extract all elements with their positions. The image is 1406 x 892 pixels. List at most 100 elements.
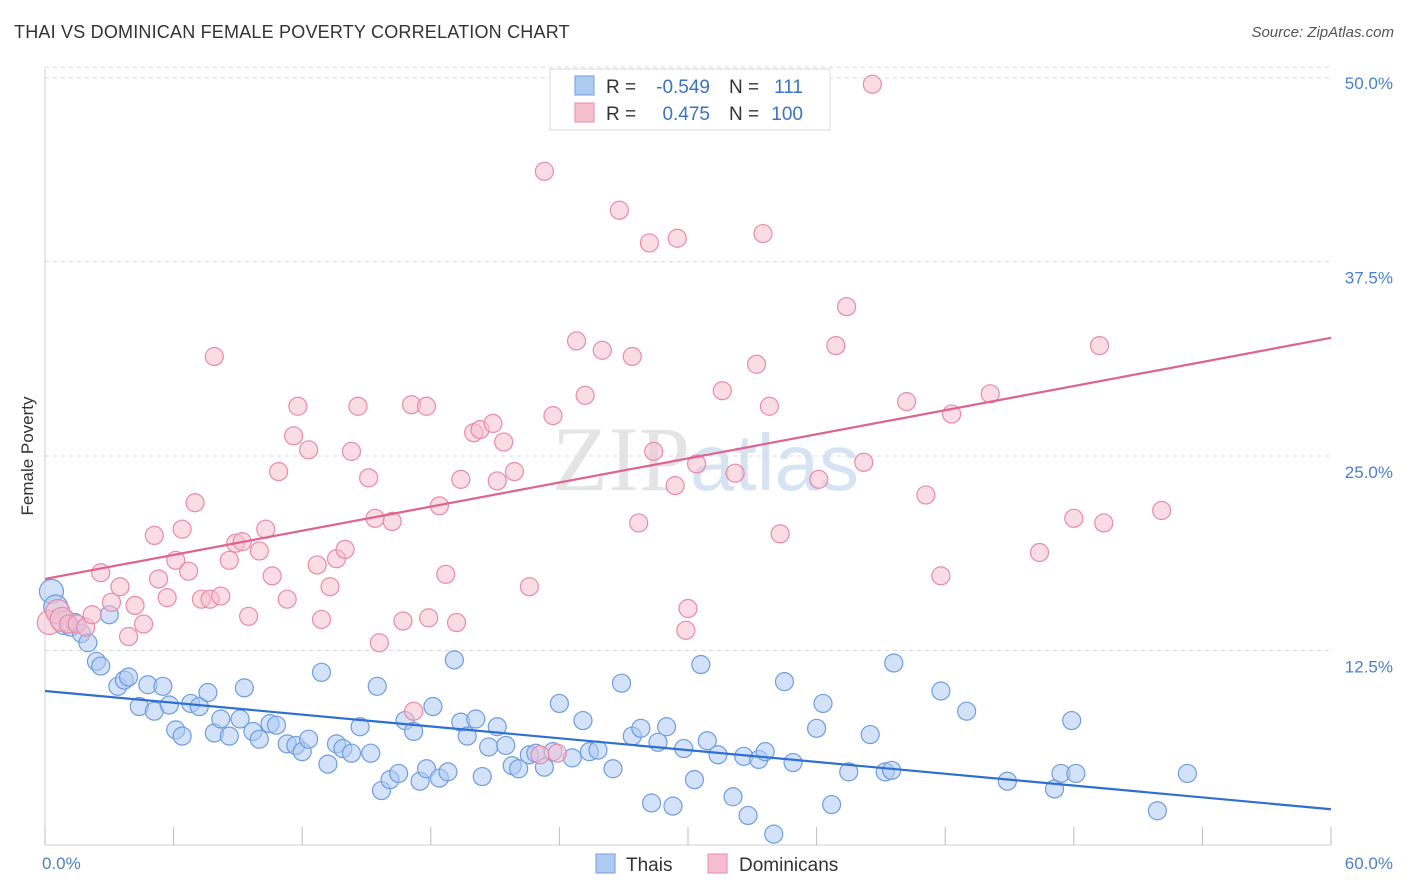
y-tick-label: 37.5% [1345,269,1393,288]
dominicans-point [419,608,439,628]
dominicans-point [269,462,289,482]
dominicans-point [404,701,424,721]
dominicans-point [897,392,917,412]
thais-point [573,710,593,731]
dominicans-point [110,577,130,597]
thais-point [603,759,623,779]
dominicans-point [854,452,874,472]
dominicans-point [483,413,503,433]
thais-point [1066,763,1086,784]
dominicans-point [837,297,857,317]
thais-point [738,805,758,826]
thais-point [931,681,951,701]
dominicans-point [753,223,773,244]
dominicans-point [148,569,169,589]
thais-point [684,770,705,790]
dominicans-point [311,609,332,630]
thais-point [764,824,784,844]
watermark-atlas: atlas [690,418,859,507]
dominicans-point [416,396,437,416]
legend-n-value-thais: 111 [774,77,803,98]
dominicans-point [341,441,362,461]
dominicans-point [725,463,745,483]
thais-point [509,759,529,779]
thais-point [389,763,409,784]
dominicans-point [239,606,259,626]
dominicans-point [1152,500,1172,521]
dominicans-point [219,550,239,570]
dominicans-point [746,354,767,374]
thais-point [839,762,859,782]
dominicans-point [1029,542,1050,563]
dominicans-point [686,454,707,474]
dominicans-point [676,620,696,640]
thais-point [774,672,795,692]
dominicans-point [712,381,732,401]
dominicans-point [369,633,389,653]
dominicans-point [487,471,507,491]
thais-point [663,796,683,816]
dominicans-point [592,340,612,360]
thais-point [404,721,424,742]
dominicans-point [826,335,846,356]
dominicans-point [543,406,563,426]
thais-point [860,724,880,745]
thais-point [813,693,833,714]
thais-point [656,717,677,737]
dominicans-point [82,605,102,625]
dominicans-point [1094,513,1114,533]
dominicans-point [639,233,660,253]
dominicans-point [566,331,587,351]
dominicans-point [665,476,685,496]
series-thais-points [38,578,1197,844]
legend-r-label-thais: R = [606,77,636,98]
dominicans-point [1064,508,1084,528]
thais-point [884,653,904,673]
thais-point [472,766,492,787]
thais-point [691,654,711,675]
dominicans-point [667,228,687,248]
bottom-legend-swatch-dominicans [707,853,728,874]
thais-point [159,695,179,715]
thais-point [172,726,192,746]
dominicans-point [759,396,780,416]
thais-point [234,678,254,698]
y-tick-label: 50.0% [1345,74,1393,93]
thais-point [350,717,370,737]
legend-r-label-dominicans: R = [606,104,636,125]
watermark: ZIP atlas [552,408,859,510]
thais-point [611,673,632,693]
thais-point [1147,801,1167,821]
dominicans-point [133,614,154,634]
dominicans-point [393,611,413,631]
y-tick-label: 12.5% [1345,658,1393,677]
dominicans-point [547,743,567,763]
dominicans-point [284,426,304,446]
dominicans-point [185,493,205,513]
thais-point [423,696,443,717]
thais-point [806,718,827,738]
thais-point [153,676,173,696]
dominicans-point [172,519,192,539]
thais-point [457,726,477,746]
thais-point [367,676,387,696]
dominicans-point [277,589,297,609]
source-credit: Source: ZipAtlas.com [1251,24,1394,41]
thais-point [341,743,362,763]
thais-point [496,735,516,756]
dominicans-point [262,566,282,586]
dominicans-point [144,525,164,546]
dominicans-point [335,539,355,560]
thais-point [1062,710,1082,731]
x-axis-ticks [44,827,1332,845]
legend-n-label-thais: N = [729,77,759,98]
thais-point [997,771,1017,791]
dominicans-point [629,513,649,533]
dominicans-point [446,612,467,633]
thais-point [466,709,486,729]
trend-line-dominicans [44,336,1332,581]
thais-point [444,650,464,670]
thais-point [631,718,651,738]
dominicans-point [436,564,456,584]
